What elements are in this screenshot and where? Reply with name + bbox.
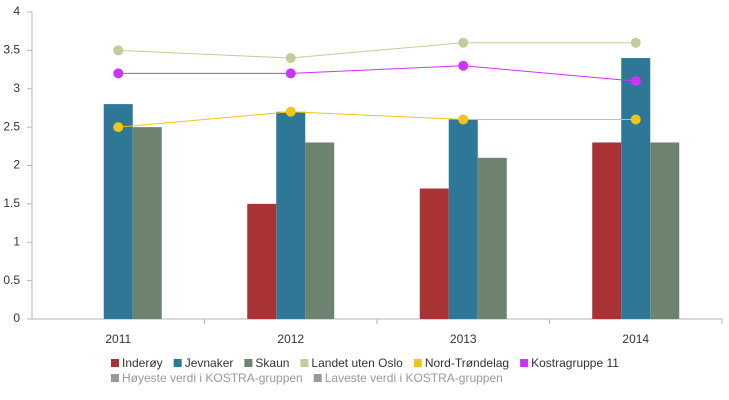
- x-tick-label: 2011: [105, 332, 131, 346]
- legend-swatch: [111, 374, 119, 382]
- line: [118, 42, 636, 59]
- legend-item[interactable]: Høyeste verdi i KOSTRA-gruppen: [111, 371, 303, 385]
- y-tick-label: 0: [13, 311, 20, 325]
- point: [113, 122, 124, 133]
- y-tick-label: 0.5: [3, 273, 20, 287]
- point: [630, 37, 641, 48]
- y-tick-label: 2.5: [3, 119, 20, 133]
- x-tick-label: 2013: [450, 332, 477, 346]
- point: [630, 76, 641, 87]
- legend-swatch: [413, 359, 422, 367]
- bar: [592, 142, 622, 319]
- y-tick-label: 3: [13, 81, 20, 95]
- legend-swatch: [111, 359, 119, 367]
- bar: [650, 142, 680, 319]
- x-tick-label: 2012: [277, 332, 304, 346]
- legend-swatch: [244, 359, 253, 367]
- legend-swatch: [313, 374, 322, 382]
- y-tick-label: 4: [13, 4, 20, 18]
- x-tick-label: 2014: [622, 332, 649, 346]
- legend-label: Inderøy: [122, 356, 163, 370]
- bar: [247, 203, 277, 319]
- legend-swatch: [520, 359, 529, 367]
- y-tick-label: 3.5: [3, 43, 20, 57]
- legend-label: Jevnaker: [185, 356, 234, 370]
- legend-item[interactable]: Landet uten Oslo: [300, 356, 403, 370]
- bar: [477, 157, 507, 319]
- legend-label: Høyeste verdi i KOSTRA-gruppen: [122, 371, 303, 385]
- line: [118, 65, 636, 82]
- legend-item[interactable]: Jevnaker: [173, 356, 234, 370]
- legend-item[interactable]: Laveste verdi i KOSTRA-gruppen: [313, 371, 503, 385]
- legend-swatch: [173, 359, 182, 367]
- legend-swatch: [300, 359, 309, 367]
- point: [458, 37, 469, 48]
- legend-label: Skaun: [255, 356, 289, 370]
- point: [630, 114, 641, 125]
- point: [458, 114, 469, 125]
- point: [285, 68, 296, 79]
- legend-item[interactable]: Kostragruppe 11: [520, 356, 619, 370]
- bar: [276, 111, 306, 320]
- point: [285, 106, 296, 117]
- legend-label: Landet uten Oslo: [311, 356, 403, 370]
- point: [285, 53, 296, 64]
- legend-item[interactable]: Nord-Trøndelag: [413, 356, 509, 370]
- bar: [419, 188, 449, 319]
- bar: [448, 119, 478, 319]
- bar: [621, 58, 651, 320]
- bar: [132, 127, 162, 319]
- legend-label: Kostragruppe 11: [531, 356, 619, 370]
- y-tick-label: 2: [13, 158, 20, 172]
- point: [458, 60, 469, 71]
- y-tick-label: 1.5: [3, 196, 20, 210]
- point: [113, 45, 124, 56]
- point: [113, 68, 124, 79]
- bar: [103, 104, 133, 319]
- legend-item[interactable]: Inderøy: [111, 356, 163, 370]
- bar: [305, 142, 335, 319]
- legend-label: Laveste verdi i KOSTRA-gruppen: [325, 371, 503, 385]
- y-tick-label: 1: [13, 234, 20, 248]
- legend-label: Nord-Trøndelag: [425, 356, 509, 370]
- line: [118, 111, 636, 128]
- legend-item[interactable]: Skaun: [244, 356, 289, 370]
